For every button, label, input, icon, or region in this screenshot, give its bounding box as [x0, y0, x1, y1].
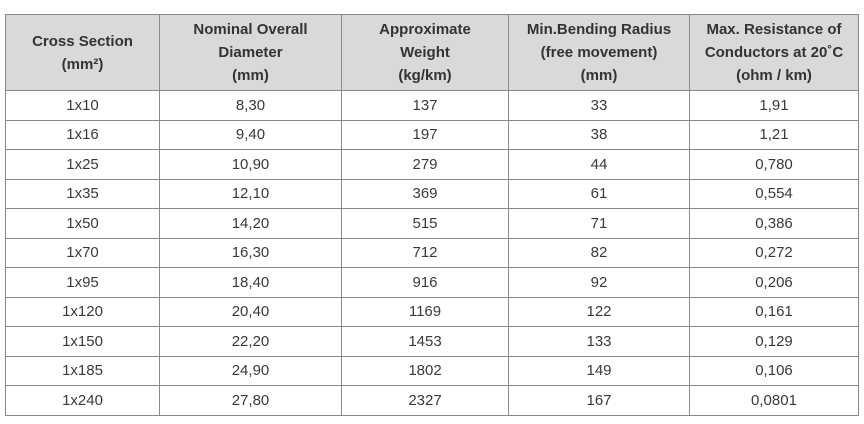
cell-bending-radius: 149 — [508, 355, 690, 386]
cell-diameter: 10,90 — [159, 149, 342, 180]
table-row: 1x16 9,40 197 38 1,21 — [5, 119, 859, 150]
table-row: 1x10 8,30 137 33 1,91 — [5, 90, 859, 121]
cell-resistance: 0,272 — [689, 237, 859, 268]
cell-weight: 137 — [341, 90, 509, 121]
table-row: 1x240 27,80 2327 167 0,0801 — [5, 385, 859, 416]
cell-diameter: 8,30 — [159, 90, 342, 121]
table-row: 1x95 18,40 916 92 0,206 — [5, 267, 859, 298]
cell-cross-section: 1x95 — [5, 267, 160, 298]
cable-spec-table-container: Cross Section (mm²) Nominal Overall Diam… — [5, 14, 859, 416]
table-row: 1x150 22,20 1453 133 0,129 — [5, 326, 859, 357]
cell-resistance: 0,554 — [689, 178, 859, 209]
header-line: Max. Resistance of — [706, 21, 842, 38]
cell-bending-radius: 33 — [508, 90, 690, 121]
header-nominal-diameter: Nominal Overall Diameter (mm) — [159, 14, 342, 91]
cell-weight: 279 — [341, 149, 509, 180]
cell-diameter: 22,20 — [159, 326, 342, 357]
cell-weight: 2327 — [341, 385, 509, 416]
header-cross-section: Cross Section (mm²) — [5, 14, 160, 91]
cell-diameter: 18,40 — [159, 267, 342, 298]
cell-cross-section: 1x16 — [5, 119, 160, 150]
cell-bending-radius: 82 — [508, 237, 690, 268]
cell-resistance: 1,91 — [689, 90, 859, 121]
cell-weight: 712 — [341, 237, 509, 268]
table-row: 1x185 24,90 1802 149 0,106 — [5, 355, 859, 386]
cell-resistance: 0,106 — [689, 355, 859, 386]
cell-cross-section: 1x150 — [5, 326, 160, 357]
cell-bending-radius: 44 — [508, 149, 690, 180]
cell-bending-radius: 167 — [508, 385, 690, 416]
cell-cross-section: 1x70 — [5, 237, 160, 268]
cell-resistance: 0,0801 — [689, 385, 859, 416]
header-line: Min.Bending Radius — [526, 21, 672, 38]
header-line: (free movement) — [540, 44, 658, 61]
header-max-resistance: Max. Resistance of Conductors at 20˚C (o… — [689, 14, 859, 91]
header-line: Cross Section — [32, 32, 133, 50]
cell-resistance: 0,386 — [689, 208, 859, 239]
cell-weight: 916 — [341, 267, 509, 298]
cell-weight: 1169 — [341, 296, 509, 327]
cell-cross-section: 1x35 — [5, 178, 160, 209]
header-line: (kg/km) — [398, 67, 452, 84]
cell-weight: 1453 — [341, 326, 509, 357]
header-line: Weight — [400, 44, 450, 61]
header-line: Diameter — [218, 44, 283, 61]
cell-cross-section: 1x240 — [5, 385, 160, 416]
header-line: (ohm / km) — [736, 67, 812, 84]
cable-spec-table: Cross Section (mm²) Nominal Overall Diam… — [5, 14, 859, 416]
cell-diameter: 12,10 — [159, 178, 342, 209]
cell-resistance: 0,780 — [689, 149, 859, 180]
cell-cross-section: 1x25 — [5, 149, 160, 180]
cell-resistance: 0,161 — [689, 296, 859, 327]
cell-diameter: 20,40 — [159, 296, 342, 327]
cell-cross-section: 1x185 — [5, 355, 160, 386]
cell-weight: 369 — [341, 178, 509, 209]
cell-resistance: 0,129 — [689, 326, 859, 357]
cell-cross-section: 1x50 — [5, 208, 160, 239]
cell-bending-radius: 61 — [508, 178, 690, 209]
header-line: Approximate — [379, 21, 471, 38]
cell-diameter: 24,90 — [159, 355, 342, 386]
table-row: 1x25 10,90 279 44 0,780 — [5, 149, 859, 180]
cell-diameter: 14,20 — [159, 208, 342, 239]
cell-bending-radius: 122 — [508, 296, 690, 327]
header-approximate-weight: Approximate Weight (kg/km) — [341, 14, 509, 91]
cell-bending-radius: 92 — [508, 267, 690, 298]
header-line: Conductors at 20˚C — [704, 44, 844, 61]
header-row: Cross Section (mm²) Nominal Overall Diam… — [5, 14, 859, 91]
header-min-bending-radius: Min.Bending Radius (free movement) (mm) — [508, 14, 690, 91]
header-line: Nominal Overall — [193, 21, 308, 38]
cell-cross-section: 1x10 — [5, 90, 160, 121]
header-line: (mm) — [232, 67, 269, 84]
cell-resistance: 1,21 — [689, 119, 859, 150]
header-line: (mm) — [580, 67, 618, 84]
table-body: 1x10 8,30 137 33 1,91 1x16 9,40 197 38 1… — [5, 90, 859, 416]
cell-weight: 515 — [341, 208, 509, 239]
table-row: 1x50 14,20 515 71 0,386 — [5, 208, 859, 239]
cell-weight: 1802 — [341, 355, 509, 386]
cell-bending-radius: 71 — [508, 208, 690, 239]
header-line: (mm²) — [61, 55, 104, 73]
table-header: Cross Section (mm²) Nominal Overall Diam… — [5, 14, 859, 91]
cell-diameter: 9,40 — [159, 119, 342, 150]
cell-resistance: 0,206 — [689, 267, 859, 298]
cell-weight: 197 — [341, 119, 509, 150]
cell-diameter: 16,30 — [159, 237, 342, 268]
table-row: 1x35 12,10 369 61 0,554 — [5, 178, 859, 209]
cell-diameter: 27,80 — [159, 385, 342, 416]
table-row: 1x120 20,40 1169 122 0,161 — [5, 296, 859, 327]
cell-cross-section: 1x120 — [5, 296, 160, 327]
cell-bending-radius: 133 — [508, 326, 690, 357]
table-row: 1x70 16,30 712 82 0,272 — [5, 237, 859, 268]
cell-bending-radius: 38 — [508, 119, 690, 150]
